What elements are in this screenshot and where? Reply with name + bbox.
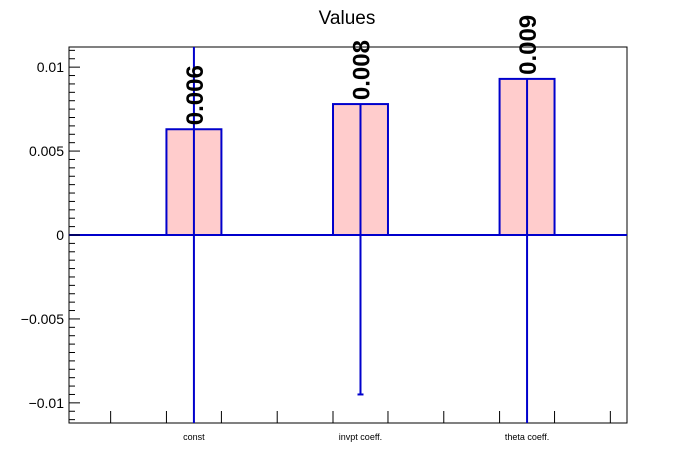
x-tick-label: invpt coeff. (339, 432, 382, 442)
y-tick-label: −0.005 (21, 311, 64, 327)
data-label: 0.009 (515, 15, 542, 75)
x-tick-label: theta coeff. (505, 432, 549, 442)
y-tick-label: 0.005 (29, 143, 64, 159)
chart-title: Values (319, 8, 376, 29)
data-labels: 0.006 0.008 0.009 (182, 15, 542, 125)
axis-ticks: −0.01 −0.005 0 0.005 0.01 const invpt coeff. th… (21, 49, 611, 442)
y-tick-label: 0.01 (37, 59, 64, 75)
x-tick-label: const (183, 432, 205, 442)
y-tick-label: −0.01 (29, 395, 65, 411)
data-label: 0.006 (182, 65, 209, 125)
error-bars (192, 47, 529, 423)
y-tick-label: 0 (56, 227, 64, 243)
data-label: 0.008 (348, 40, 375, 100)
